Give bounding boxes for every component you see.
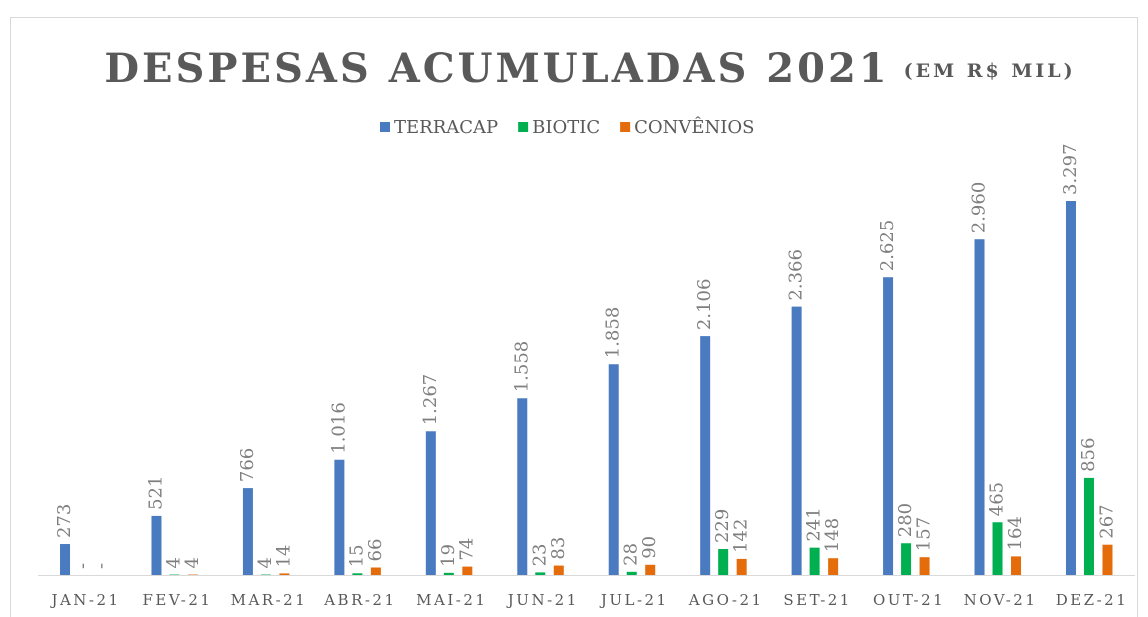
chart-border [10,17,1138,617]
value-label: 4 [163,557,184,568]
bar [352,573,363,575]
bar [718,549,729,575]
value-label: 2.106 [694,279,715,331]
bar [443,572,454,575]
x-tick-label: NOV-21 [964,591,1038,609]
value-label: 90 [639,536,660,559]
bar [535,572,546,575]
value-label: 465 [987,482,1008,516]
value-label: 4 [182,557,203,568]
bar [901,543,912,575]
value-label: 2.366 [786,249,807,301]
value-label: 267 [1096,504,1117,538]
bar [919,557,930,575]
bar [151,515,162,575]
bar [462,566,473,575]
value-label: 1.558 [511,341,532,393]
value-label: 2.960 [969,182,990,234]
legend-label: BIOTIC [532,117,600,138]
x-tick-label: DEZ-21 [1056,591,1129,609]
x-tick-label: AGO-21 [688,591,764,609]
value-label: - [91,563,112,569]
bar [1083,477,1094,575]
value-label: 229 [712,509,733,543]
bar [1011,556,1022,575]
bar [608,364,619,575]
value-label: - [72,563,93,569]
x-tick-label: SET-21 [783,591,851,609]
value-label: 766 [237,448,258,482]
x-tick-label: OUT-21 [873,591,945,609]
bar [242,488,253,575]
x-tick-label: FEV-21 [142,591,212,609]
value-label: 14 [273,545,294,568]
bar [334,459,345,575]
bar [992,522,1003,575]
value-label: 521 [145,476,166,510]
legend-swatch [518,122,529,132]
value-label: 856 [1078,438,1099,472]
x-tick-label: MAR-21 [231,591,308,609]
bar [809,547,820,575]
value-label: 83 [548,537,569,560]
x-tick-label: JUN-21 [506,591,579,609]
value-label: 4 [255,557,276,568]
value-label: 164 [1005,516,1026,550]
x-tick-label: JAN-21 [49,591,120,609]
legend-swatch [620,122,631,132]
bar [553,565,564,575]
bar [791,306,802,575]
x-tick-label: JUL-21 [599,591,669,609]
bar [1065,201,1076,575]
value-label: 2.625 [877,220,898,272]
bar [370,567,381,575]
value-label: 3.297 [1060,143,1081,195]
value-label: 1.858 [603,307,624,359]
value-label: 74 [456,538,477,561]
value-label: 15 [346,544,367,567]
x-tick-label: MAI-21 [416,591,487,609]
x-tick-label: ABR-21 [323,591,396,609]
legend-label: TERRACAP [394,117,498,138]
value-label: 28 [621,543,642,566]
value-label: 1.267 [420,374,441,426]
title: DESPESAS ACUMULADAS 2021 [104,45,889,92]
value-label: 280 [895,503,916,537]
value-label: 1.016 [328,402,349,454]
bar [626,571,637,575]
chart-title: DESPESAS ACUMULADAS 2021 (EM R$ MIL) [104,45,1075,92]
bar [279,573,290,575]
bar [736,558,747,575]
subtitle: (EM R$ MIL) [904,60,1076,82]
value-label: 23 [529,543,550,566]
bar [645,564,656,575]
bar [828,558,839,575]
bar [1102,544,1113,575]
value-label: 241 [804,507,825,541]
bar [974,239,985,575]
value-label: 142 [731,519,752,553]
bar [60,544,71,575]
value-label: 157 [914,517,935,551]
bar [517,398,528,575]
value-label: 273 [54,504,75,538]
value-label: 19 [438,544,459,567]
bar [700,336,711,575]
legend-label: CONVÊNIOS [634,115,754,138]
bar [425,431,436,575]
value-label: 66 [365,539,386,562]
bar [883,277,894,575]
legend-swatch [380,122,390,132]
value-label: 148 [822,518,843,552]
